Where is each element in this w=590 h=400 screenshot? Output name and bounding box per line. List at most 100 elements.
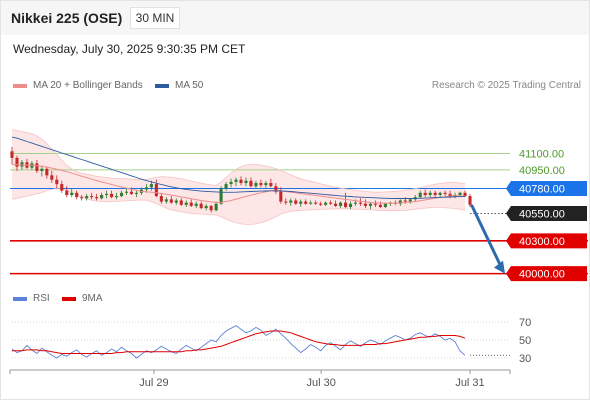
rsi-swatch bbox=[13, 296, 27, 301]
candle-body-23 bbox=[124, 191, 129, 193]
candle-body-27 bbox=[144, 187, 148, 190]
candle-body-72 bbox=[368, 203, 372, 206]
candle-body-73 bbox=[373, 203, 377, 205]
candle-body-49 bbox=[254, 182, 258, 187]
candle-body-83 bbox=[423, 192, 427, 195]
rsi-tick-label-0: 70 bbox=[519, 317, 531, 329]
candle-body-15 bbox=[85, 196, 89, 199]
timeframe-button[interactable]: 30 MIN bbox=[130, 7, 180, 29]
candle-body-46 bbox=[239, 179, 243, 183]
candle-body-6 bbox=[40, 168, 44, 171]
level-tag-label-4: 40300.00 bbox=[519, 236, 565, 248]
legend-rsi-label: RSI bbox=[33, 293, 50, 304]
candle-body-5 bbox=[35, 163, 39, 171]
candle-body-44 bbox=[229, 181, 233, 185]
candle-body-39 bbox=[204, 205, 208, 209]
candle-body-88 bbox=[448, 193, 452, 198]
candle-body-71 bbox=[363, 203, 367, 206]
time-tick-label-1: Jul 30 bbox=[306, 377, 335, 389]
level-tag-4 bbox=[506, 233, 587, 249]
candle-body-13 bbox=[75, 192, 79, 198]
candle-body-92 bbox=[468, 196, 472, 205]
candle-body-54 bbox=[279, 191, 283, 202]
candle-body-8 bbox=[50, 175, 54, 180]
candle-body-0 bbox=[10, 151, 14, 158]
candle-body-31 bbox=[164, 199, 168, 202]
candle-body-41 bbox=[214, 203, 218, 211]
candle-body-48 bbox=[249, 180, 253, 187]
candle-body-32 bbox=[169, 199, 173, 203]
candle-body-53 bbox=[274, 186, 278, 192]
candle-body-84 bbox=[428, 192, 432, 195]
candle-body-68 bbox=[348, 203, 353, 208]
legend-ma20-label: MA 20 + Bollinger Bands bbox=[33, 80, 143, 91]
bb-lower-line bbox=[11, 187, 466, 225]
candle-body-87 bbox=[443, 192, 447, 194]
candle-body-74 bbox=[378, 204, 382, 207]
candle-body-82 bbox=[418, 192, 422, 198]
candle-body-45 bbox=[234, 179, 238, 182]
candle-body-80 bbox=[408, 199, 412, 202]
bb-upper-line bbox=[11, 129, 466, 193]
ma50-swatch bbox=[155, 83, 169, 88]
level-tag-2 bbox=[506, 180, 587, 196]
candle-body-62 bbox=[319, 203, 323, 205]
candle-body-43 bbox=[224, 184, 228, 189]
legend-9ma: 9MA bbox=[62, 293, 103, 304]
candle-body-38 bbox=[199, 203, 203, 209]
candle-body-57 bbox=[294, 200, 298, 204]
candle-body-50 bbox=[259, 182, 263, 186]
candle-body-85 bbox=[433, 192, 437, 195]
candle-body-51 bbox=[264, 182, 268, 186]
candle-body-91 bbox=[463, 192, 467, 197]
candle-body-55 bbox=[284, 201, 288, 203]
candle-body-90 bbox=[458, 192, 462, 195]
candle-body-33 bbox=[174, 200, 178, 203]
candle-body-47 bbox=[244, 180, 248, 183]
candle-body-70 bbox=[358, 202, 363, 204]
candle-body-12 bbox=[70, 192, 74, 195]
candle-body-78 bbox=[398, 200, 402, 204]
time-tick-label-0: Jul 29 bbox=[139, 377, 168, 389]
candle-body-10 bbox=[60, 184, 64, 191]
candle-body-69 bbox=[353, 202, 358, 204]
candle-body-20 bbox=[110, 193, 114, 198]
candle-body-58 bbox=[299, 201, 303, 204]
level-label-0: 41100.00 bbox=[519, 148, 564, 160]
candle-body-56 bbox=[289, 200, 293, 203]
time-tick-label-2: Jul 31 bbox=[455, 377, 484, 389]
candle-body-36 bbox=[189, 202, 193, 206]
datetime-label: Wednesday, July 30, 2025 9:30:35 PM CET bbox=[13, 42, 246, 56]
level-tag-5 bbox=[506, 266, 587, 282]
rsi-tick-label-2: 30 bbox=[519, 353, 531, 365]
candle-body-28 bbox=[149, 184, 153, 188]
level-tag-3 bbox=[506, 206, 587, 222]
candle-body-30 bbox=[159, 196, 163, 202]
rsi-line bbox=[11, 325, 466, 359]
level-label-1: 40950.00 bbox=[519, 165, 565, 177]
candle-body-29 bbox=[154, 184, 158, 197]
ma50-line bbox=[11, 136, 465, 199]
candle-body-59 bbox=[304, 201, 308, 204]
legend-ma50: MA 50 bbox=[155, 80, 203, 91]
legend-ma50-label: MA 50 bbox=[175, 80, 204, 91]
candle-body-9 bbox=[55, 179, 59, 185]
rsi-9ma-line bbox=[12, 330, 466, 354]
ma9-swatch bbox=[62, 296, 76, 301]
candle-body-17 bbox=[95, 197, 99, 199]
candle-body-66 bbox=[339, 202, 343, 206]
projection-arrow-head bbox=[494, 260, 505, 274]
candle-body-64 bbox=[329, 202, 333, 204]
candle-body-61 bbox=[314, 202, 318, 204]
ma20-swatch bbox=[13, 83, 27, 88]
candle-body-34 bbox=[179, 200, 183, 205]
legend-ma20: MA 20 + Bollinger Bands bbox=[13, 80, 143, 91]
legend-9ma-label: 9MA bbox=[82, 293, 103, 304]
candle-body-75 bbox=[383, 203, 387, 208]
candle-body-52 bbox=[269, 182, 273, 187]
projection-arrow-line bbox=[470, 204, 503, 269]
candle-body-65 bbox=[334, 203, 338, 206]
candle-body-86 bbox=[438, 192, 442, 195]
candle-body-60 bbox=[309, 202, 313, 204]
